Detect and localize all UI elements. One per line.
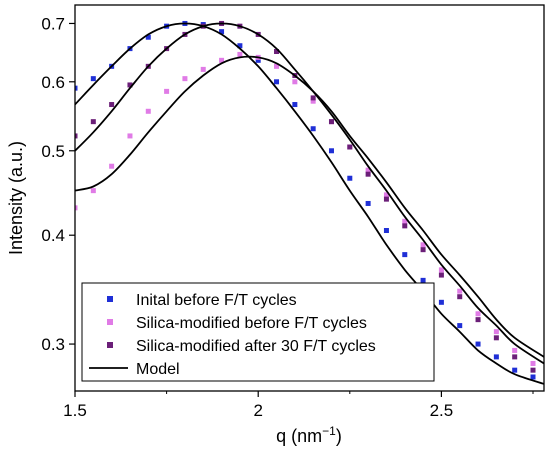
model-curve-3: [75, 55, 544, 358]
series-2-point: [383, 192, 389, 198]
legend: Inital before F/T cycles Silica-modified …: [81, 282, 435, 382]
series-1-point: [438, 299, 444, 305]
series-3-point: [75, 133, 78, 139]
x-tick-label: 1.5: [63, 401, 87, 420]
series-2-point: [292, 79, 298, 85]
series-2-point: [164, 88, 170, 94]
series-3-point: [127, 82, 133, 88]
series-1-point: [292, 102, 298, 108]
series-1-point: [75, 85, 78, 91]
series-2-point: [219, 57, 225, 63]
series-2-point: [310, 98, 316, 104]
series-2-point: [512, 347, 518, 353]
series-2-point: [200, 66, 206, 72]
series-2-point: [237, 51, 243, 57]
series-3-point: [530, 367, 536, 373]
series-1-point: [328, 148, 334, 154]
legend-marker-1: [107, 296, 113, 302]
series-2-point: [274, 63, 280, 69]
series-2-point: [457, 288, 463, 294]
y-tick-label: 0.3: [41, 335, 65, 354]
series-1-point: [347, 175, 353, 181]
series-3-point: [475, 317, 481, 323]
series-2-point: [530, 360, 536, 366]
series-1-point: [219, 29, 225, 35]
series-1-point: [274, 79, 280, 85]
series-2-point: [365, 167, 371, 173]
series-2-point: [182, 76, 188, 82]
legend-marker-3: [107, 342, 113, 348]
legend-marker-2: [107, 319, 113, 325]
series-1-point: [402, 252, 408, 258]
legend-label-1: Inital before F/T cycles: [136, 292, 297, 309]
legend-label-2: Silica-modified before F/T cycles: [136, 315, 367, 332]
series-1-point: [365, 200, 371, 206]
series-3-point: [274, 49, 280, 55]
series-2-point: [438, 267, 444, 273]
series-2-point: [75, 205, 78, 211]
series-1-point: [457, 323, 463, 329]
series-1-point: [420, 277, 426, 283]
series-3-point: [347, 144, 353, 150]
series-2-point: [127, 133, 133, 139]
series-1-point: [255, 57, 261, 63]
y-tick-label: 0.5: [41, 142, 65, 161]
series-1-point: [237, 43, 243, 49]
series-2-point: [420, 242, 426, 248]
series-3-point: [365, 171, 371, 177]
series-1-point: [383, 228, 389, 234]
series-3-point: [512, 354, 518, 360]
series-3-point: [438, 272, 444, 278]
x-tick-label: 2.5: [430, 401, 454, 420]
series-3-point: [109, 102, 115, 108]
series-2-point: [90, 188, 96, 194]
series-2-point: [145, 108, 151, 114]
series-3-point: [328, 119, 334, 125]
series-2-point: [475, 311, 481, 317]
series-1-point: [310, 126, 316, 132]
series-2-point: [402, 218, 408, 224]
series-3-point: [457, 294, 463, 300]
y-tick-label: 0.7: [41, 14, 65, 33]
series-1-point: [530, 374, 536, 380]
legend-box: [81, 282, 435, 382]
model-curve-1: [75, 22, 544, 385]
y-tick-label: 0.6: [41, 73, 65, 92]
series-1-point: [90, 76, 96, 82]
x-tick-label: 2: [253, 401, 262, 420]
y-tick-label: 0.4: [41, 226, 65, 245]
legend-label-4: Model: [136, 361, 180, 378]
series-3-point: [383, 196, 389, 202]
series-1-point: [475, 341, 481, 347]
series-3-point: [420, 247, 426, 253]
legend-label-3: Silica-modified after 30 F/T cycles: [136, 338, 376, 355]
x-axis-title: q (nm−1): [276, 424, 342, 446]
model-curve-2: [75, 22, 544, 365]
series-1-point: [493, 354, 499, 360]
series-3-point: [310, 95, 316, 101]
series-3-point: [402, 223, 408, 229]
y-axis-title: Intensity (a.u.): [6, 141, 26, 255]
series-2-point: [109, 163, 115, 169]
series-2-point: [493, 329, 499, 335]
x-axis-title-superscript: −1: [322, 424, 336, 438]
series-3-point: [493, 335, 499, 341]
plot-frame: [74, 4, 545, 392]
series-1-point: [512, 367, 518, 373]
series-1-point: [145, 34, 151, 40]
series-3-point: [90, 119, 96, 125]
